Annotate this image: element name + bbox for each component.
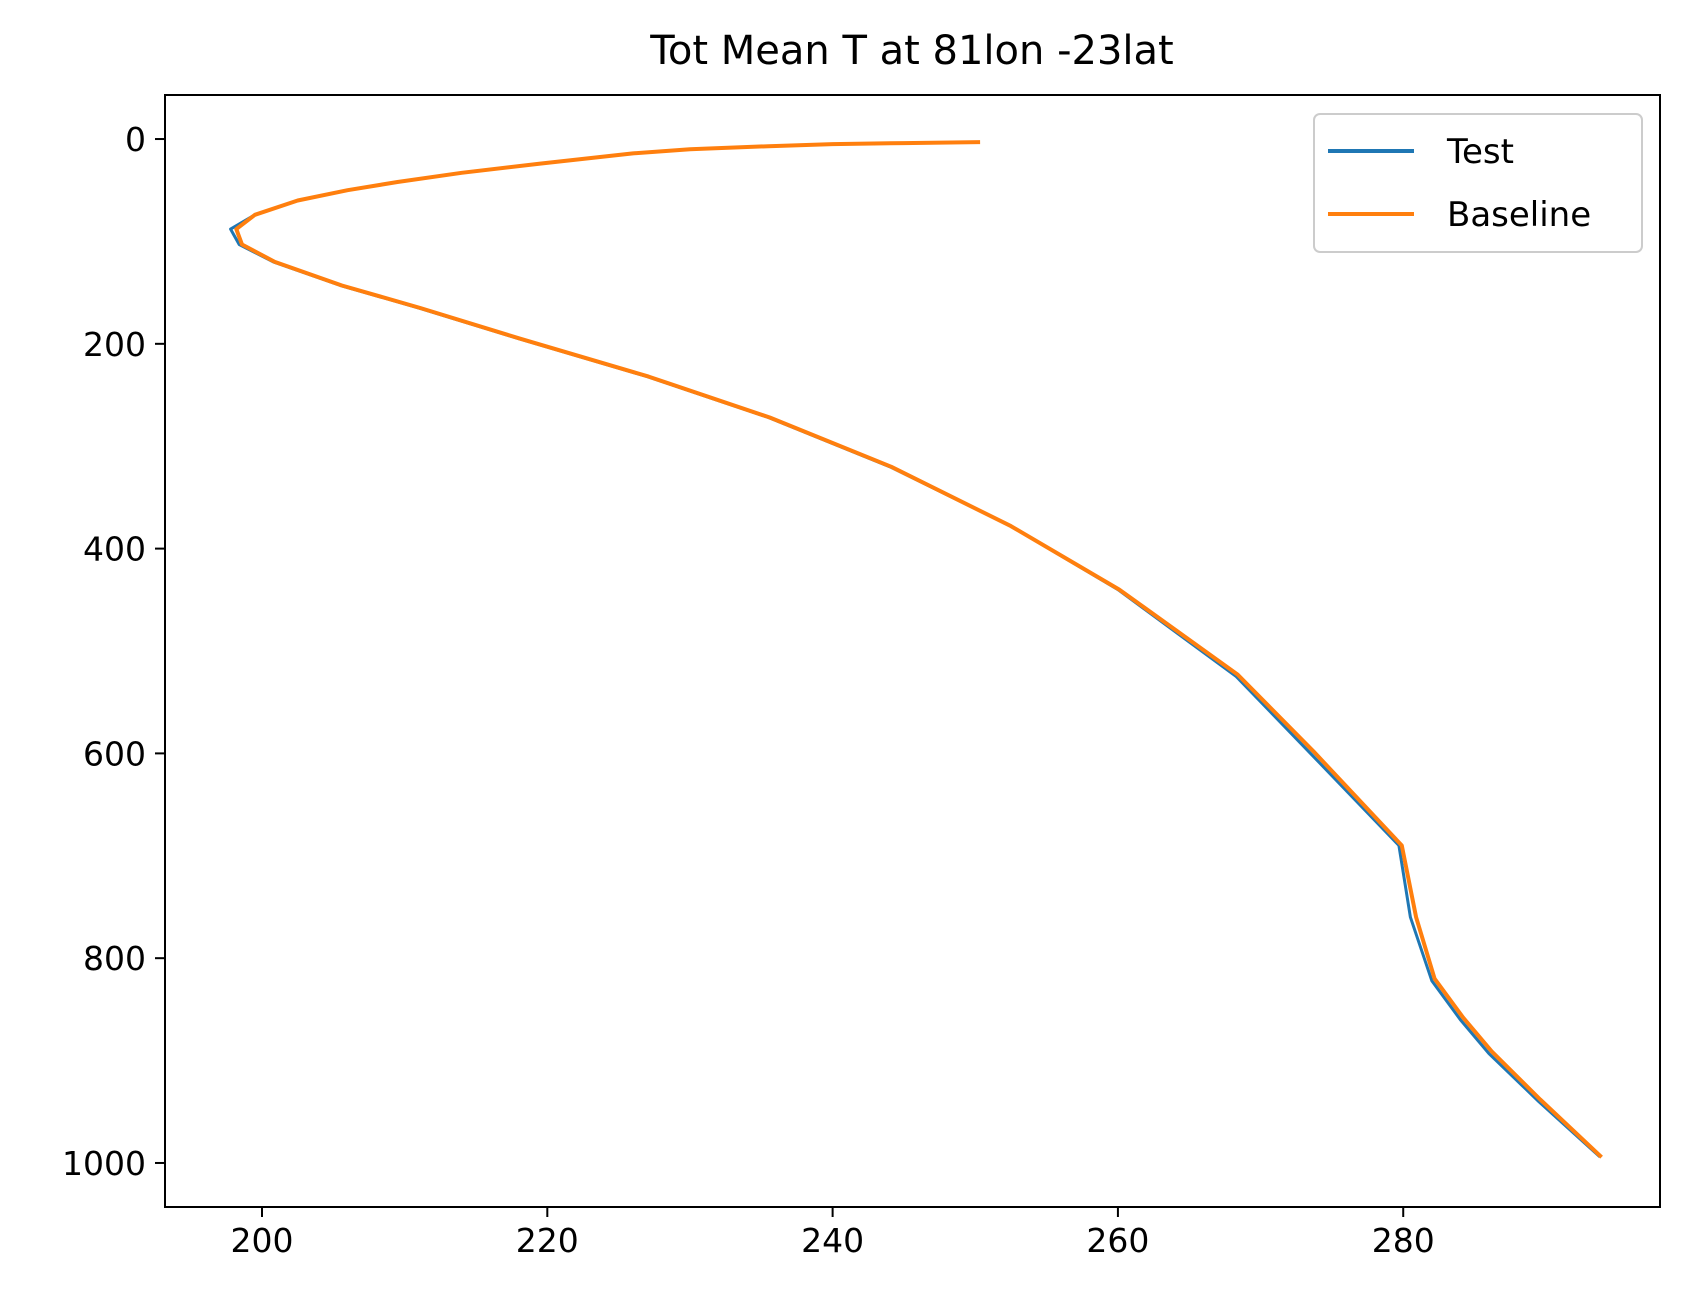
plot-lines <box>229 140 1603 1159</box>
chart-title: Tot Mean T at 81lon -23lat <box>649 28 1173 74</box>
y-tick-label: 200 <box>83 325 146 364</box>
y-tick-label: 600 <box>83 734 146 773</box>
x-tick-label: 260 <box>1086 1221 1149 1260</box>
plot-frame <box>164 94 1661 1208</box>
y-tick-label: 400 <box>83 530 146 569</box>
legend-label-baseline: Baseline <box>1447 195 1591 235</box>
legend-label-test: Test <box>1446 132 1514 172</box>
series-line-baseline <box>234 140 1603 1159</box>
y-tick-label: 1000 <box>62 1144 146 1183</box>
legend-box <box>1313 113 1643 253</box>
y-tick-label: 0 <box>125 120 146 159</box>
legend: Test Baseline <box>1313 113 1643 253</box>
x-axis: 200 220 240 260 280 <box>231 1207 1435 1260</box>
y-axis: 0 200 400 600 800 1000 <box>62 120 165 1183</box>
x-tick-label: 220 <box>516 1221 579 1260</box>
x-tick-label: 200 <box>231 1221 294 1260</box>
x-tick-label: 280 <box>1372 1221 1435 1260</box>
y-tick-label: 800 <box>83 939 146 978</box>
x-tick-label: 240 <box>801 1221 864 1260</box>
